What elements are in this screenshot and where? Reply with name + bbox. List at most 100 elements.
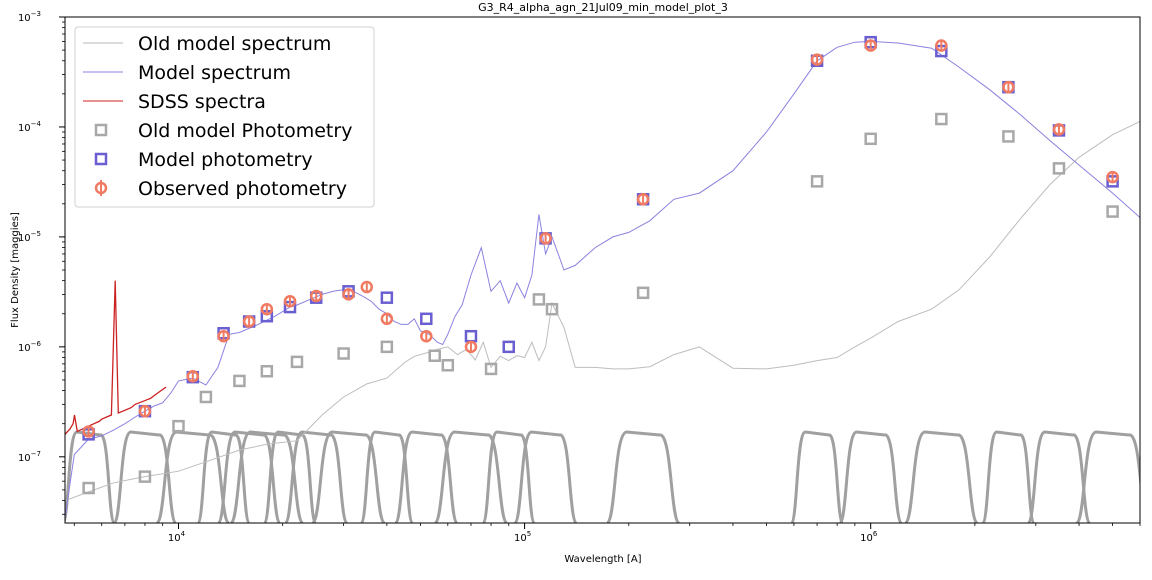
filter-curve xyxy=(980,430,1036,523)
y-tick-label: 10−3 xyxy=(18,10,41,24)
x-axis: 104 105 106 xyxy=(73,523,1141,544)
data-point xyxy=(1052,123,1066,136)
series-layer xyxy=(65,35,1140,518)
data-point xyxy=(309,289,323,303)
filter-curve xyxy=(196,430,252,523)
filter-curve xyxy=(1026,430,1092,523)
data-point xyxy=(441,359,455,372)
data-point xyxy=(864,39,877,52)
data-point xyxy=(1002,80,1015,94)
legend-square-swatch xyxy=(94,123,108,137)
data-point xyxy=(380,312,394,326)
data-point xyxy=(864,132,877,146)
data-point xyxy=(380,340,394,354)
data-point xyxy=(464,340,478,354)
legend-label: Model spectrum xyxy=(138,62,291,84)
y-tick-label: 10−4 xyxy=(18,120,42,134)
data-point xyxy=(532,293,546,306)
data-point xyxy=(935,112,948,126)
legend-label: Model photometry xyxy=(138,149,313,171)
series-line xyxy=(65,40,1140,518)
filter-curve xyxy=(433,430,509,523)
filter-curve xyxy=(229,430,305,523)
chart-title: G3_R4_alpha_agn_21Jul09_min_model_plot_3 xyxy=(478,1,728,14)
data-point xyxy=(82,481,95,495)
filter-curve xyxy=(512,430,579,523)
y-axis: 10−7 10−6 10−5 10−4 10−3 xyxy=(18,10,65,515)
data-point xyxy=(428,349,441,362)
filter-curve xyxy=(359,430,415,523)
x-tick-label: 105 xyxy=(514,530,531,544)
y-tick-label: 10−7 xyxy=(18,450,41,464)
data-point xyxy=(502,340,515,354)
data-point xyxy=(1002,130,1015,143)
x-axis-label: Wavelength [A] xyxy=(564,554,641,565)
series-line xyxy=(65,121,1140,502)
data-point xyxy=(360,280,374,294)
legend-item: Old model Photometry xyxy=(94,120,352,142)
legend-item: SDSS spectra xyxy=(83,91,266,113)
legend-label: Old model spectrum xyxy=(138,33,331,55)
filter-curve xyxy=(393,430,459,523)
data-point xyxy=(337,347,350,360)
data-point xyxy=(242,315,256,328)
legend-item: Model photometry xyxy=(94,149,313,171)
filter-curve xyxy=(838,430,904,523)
filter-curve xyxy=(283,430,349,523)
data-point xyxy=(138,470,152,483)
data-point xyxy=(636,286,650,300)
data-point xyxy=(217,329,230,343)
filter-curve xyxy=(262,430,318,523)
data-point xyxy=(539,232,552,245)
data-point xyxy=(380,291,394,304)
data-point xyxy=(1106,170,1119,184)
data-point xyxy=(810,175,824,188)
filter-curve xyxy=(310,430,387,523)
y-tick-label: 10−6 xyxy=(18,340,42,354)
y-tick-label: 10−5 xyxy=(18,230,41,244)
filter-curve xyxy=(112,430,178,523)
y-axis-label: Flux Density [maggies] xyxy=(10,212,21,328)
data-point xyxy=(935,39,948,52)
data-point xyxy=(199,390,213,404)
data-point xyxy=(342,288,355,301)
series-line xyxy=(65,280,167,436)
filter-curves xyxy=(65,430,1140,523)
legend-label: Old model Photometry xyxy=(138,120,352,142)
data-point xyxy=(233,374,246,388)
legend-box xyxy=(74,26,375,208)
data-point xyxy=(636,193,650,206)
data-point xyxy=(82,425,95,438)
data-point xyxy=(420,329,433,343)
filter-curve xyxy=(903,430,980,523)
data-point xyxy=(1106,205,1119,218)
data-point xyxy=(283,294,297,308)
legend: Old model spectrum Model spectrum SDSS spe… xyxy=(74,26,375,208)
data-point xyxy=(810,53,824,66)
filter-curve xyxy=(481,430,537,523)
data-point xyxy=(420,312,433,326)
data-point xyxy=(464,329,478,343)
filter-curve xyxy=(1074,430,1140,523)
legend-item: Model spectrum xyxy=(83,62,291,84)
data-point xyxy=(1052,162,1066,175)
legend-circle-swatch xyxy=(94,181,108,195)
filter-curve xyxy=(789,430,845,523)
data-point xyxy=(290,355,304,369)
data-point xyxy=(138,404,152,418)
legend-square-swatch xyxy=(94,152,108,166)
legend-item: Observed photometry xyxy=(94,178,347,200)
legend-item: Old model spectrum xyxy=(83,33,331,55)
data-point xyxy=(186,370,200,383)
x-tick-label: 106 xyxy=(860,530,878,544)
data-point xyxy=(545,302,559,316)
legend-label: SDSS spectra xyxy=(138,91,266,113)
filter-curve xyxy=(605,430,681,523)
x-tick-label: 104 xyxy=(168,530,186,544)
data-point xyxy=(172,419,185,433)
data-point xyxy=(484,362,498,376)
data-point xyxy=(260,302,274,316)
legend-label: Observed photometry xyxy=(138,178,347,200)
